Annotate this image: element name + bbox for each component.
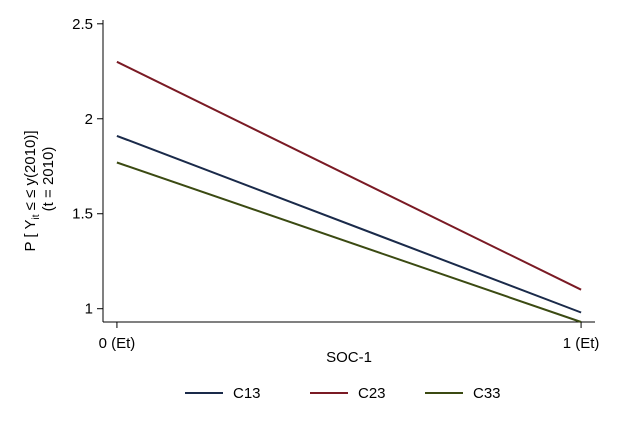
series-line-c13 [116, 134, 582, 314]
series-line-c33 [116, 161, 582, 323]
x-tick-label: 0 (Et) [99, 335, 136, 352]
x-tick-label: 1 (Et) [563, 335, 600, 352]
y-axis-title-second-line: (t = 2010) [40, 147, 57, 212]
series-lines [116, 60, 582, 323]
y-tick-label: 1.5 [72, 206, 93, 223]
y-tick-label: 2 [85, 111, 93, 128]
legend-label-c13: C13 [233, 385, 261, 402]
y-axis-title-suffix: ≤ ≤ y(2010)] [22, 131, 39, 215]
y-tick-label: 2.5 [72, 16, 93, 33]
y-axis-title-main: P [ Yit ≤ ≤ y(2010)] [22, 131, 42, 252]
x-axis-title: SOC-1 [326, 349, 372, 366]
axes: 1 1.5 2 2.5 0 (Et) 1 (Et) [72, 16, 599, 352]
y-tick-label: 1 [85, 301, 93, 318]
legend-label-c23: C23 [358, 385, 386, 402]
legend-label-c33: C33 [473, 385, 501, 402]
y-axis-title-subscript: it [31, 214, 42, 219]
y-axis-title: P [ Yit ≤ ≤ y(2010)] (t = 2010) [22, 131, 57, 252]
legend: C13 C23 C33 [185, 385, 501, 402]
series-line-c23 [116, 60, 582, 291]
y-axis-title-prefix: P [ Y [22, 220, 39, 252]
